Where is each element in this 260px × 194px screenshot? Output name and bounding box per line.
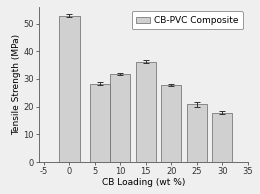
Y-axis label: Tensile Strength (MPa): Tensile Strength (MPa) bbox=[12, 34, 21, 135]
X-axis label: CB Loading (wt %): CB Loading (wt %) bbox=[102, 178, 185, 187]
Bar bbox=[59, 16, 80, 162]
Bar bbox=[135, 62, 156, 162]
Bar bbox=[110, 74, 131, 162]
Bar bbox=[187, 105, 207, 162]
Bar bbox=[90, 84, 110, 162]
Legend: CB-PVC Composite: CB-PVC Composite bbox=[132, 11, 243, 29]
Bar bbox=[212, 113, 232, 162]
Bar bbox=[161, 85, 181, 162]
